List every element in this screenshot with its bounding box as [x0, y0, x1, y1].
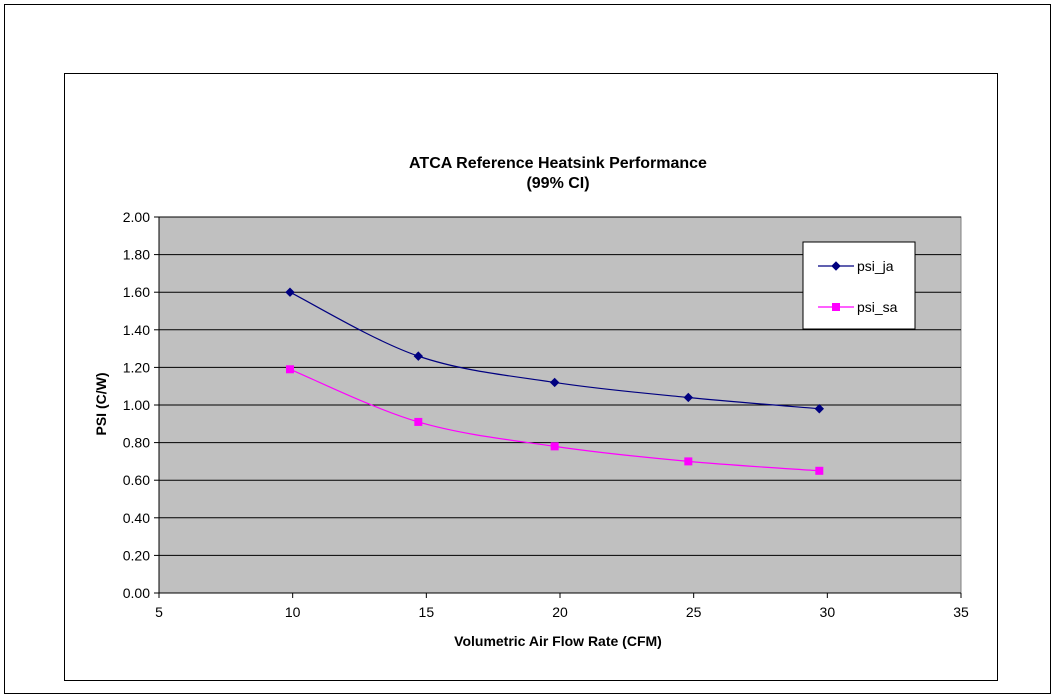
y-tick-label: 2.00 [123, 209, 150, 225]
x-axis-title: Volumetric Air Flow Rate (CFM) [454, 633, 662, 649]
y-tick-label: 0.60 [123, 472, 150, 488]
y-tick-label: 0.40 [123, 510, 150, 526]
y-tick-label: 0.80 [123, 435, 150, 451]
x-tick-label: 15 [419, 604, 435, 620]
data-point-psi_sa [285, 365, 294, 374]
legend-marker-psi_ja [831, 261, 841, 271]
x-tick-label: 35 [953, 604, 969, 620]
x-tick-label: 30 [820, 604, 836, 620]
data-point-psi_sa [815, 466, 824, 475]
y-tick-label: 1.80 [123, 247, 150, 263]
data-point-psi_sa [684, 457, 693, 466]
legend-label-psi_ja: psi_ja [857, 258, 894, 274]
chart-title-line-2: (99% CI) [526, 175, 589, 192]
x-tick-label: 20 [552, 604, 568, 620]
data-point-psi_ja [549, 377, 560, 388]
y-tick-label: 1.60 [123, 284, 150, 300]
data-point-psi_sa [414, 417, 423, 426]
x-tick-label: 10 [285, 604, 301, 620]
legend-box [802, 241, 916, 330]
x-tick-label: 25 [686, 604, 702, 620]
legend: psi_ja psi_sa [802, 241, 916, 330]
data-point-psi_ja [814, 404, 825, 414]
y-axis-title: PSI (C/W) [93, 373, 109, 436]
x-tick-label: 5 [155, 604, 163, 620]
y-tick-label: 0.00 [123, 585, 150, 601]
y-tick-label: 1.00 [123, 397, 150, 413]
chart-title-line-1: ATCA Reference Heatsink Performance [409, 155, 707, 172]
y-tick-label: 1.40 [123, 322, 150, 338]
data-point-psi_ja [413, 351, 424, 361]
data-point-psi_ja [285, 287, 295, 297]
y-tick-label: 1.20 [123, 359, 150, 375]
legend-label-psi_sa: psi_sa [857, 299, 898, 315]
y-tick-label: 0.20 [123, 547, 150, 563]
data-point-psi_ja [683, 392, 694, 403]
legend-marker-psi_sa [832, 303, 840, 311]
data-point-psi_sa [550, 442, 559, 451]
